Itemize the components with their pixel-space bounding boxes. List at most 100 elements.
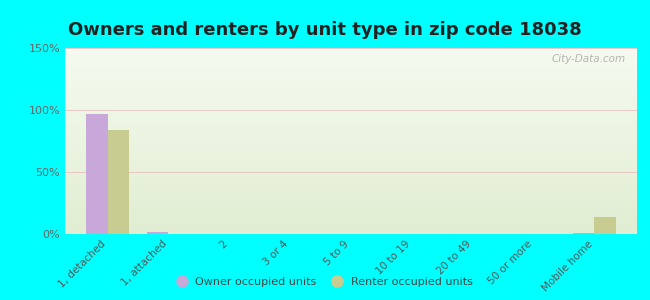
Bar (65, 87, 637, 89)
Bar (65, 119, 637, 121)
Bar (65, 180, 637, 182)
Bar (65, 228, 637, 230)
Bar (65, 115, 637, 117)
Bar (65, 230, 637, 232)
Bar (65, 141, 637, 143)
Bar (65, 117, 637, 119)
Bar (65, 160, 637, 161)
Bar (65, 204, 637, 206)
Bar (65, 78, 637, 80)
Bar (65, 98, 637, 100)
Bar (65, 175, 637, 176)
Bar (65, 82, 637, 83)
Bar (594, 217, 616, 234)
Bar (65, 56, 637, 57)
Bar (65, 226, 637, 228)
Bar (65, 67, 637, 68)
Bar (65, 76, 637, 78)
Bar (65, 52, 637, 54)
Bar (65, 217, 637, 219)
Bar (65, 106, 637, 107)
Bar (65, 113, 637, 115)
Bar (65, 104, 637, 106)
Bar (65, 176, 637, 178)
Bar (65, 63, 637, 65)
Bar (65, 184, 637, 186)
Legend: Owner occupied units, Renter occupied units: Owner occupied units, Renter occupied un… (173, 272, 477, 291)
Bar (65, 102, 637, 104)
Bar (65, 147, 637, 148)
Bar (108, 130, 129, 234)
Bar (65, 156, 637, 158)
Bar (65, 152, 637, 154)
Bar (65, 57, 637, 59)
Bar (65, 212, 637, 214)
Bar (65, 154, 637, 156)
Bar (65, 178, 637, 180)
Bar (65, 225, 637, 226)
Bar (65, 110, 637, 111)
Bar (65, 191, 637, 193)
Bar (573, 233, 594, 234)
Bar (65, 143, 637, 145)
Bar (65, 193, 637, 195)
Bar (65, 130, 637, 132)
Bar (65, 121, 637, 122)
Text: City-Data.com: City-Data.com (551, 54, 625, 64)
Bar (65, 93, 637, 94)
Bar (65, 165, 637, 167)
Bar (65, 135, 637, 137)
Bar (65, 232, 637, 234)
Bar (65, 91, 637, 93)
Bar (65, 94, 637, 96)
Bar (86, 114, 108, 234)
Bar (65, 148, 637, 150)
Bar (65, 68, 637, 70)
Bar (65, 206, 637, 208)
Bar (65, 169, 637, 171)
Bar (65, 96, 637, 98)
Bar (65, 137, 637, 139)
Bar (65, 202, 637, 204)
Bar (65, 107, 637, 110)
Bar (65, 214, 637, 215)
Bar (65, 74, 637, 76)
Bar (65, 134, 637, 135)
Bar (65, 128, 637, 130)
Bar (65, 65, 637, 67)
Bar (65, 54, 637, 56)
Bar (65, 219, 637, 221)
Bar (65, 186, 637, 188)
Bar (65, 208, 637, 210)
Bar (65, 158, 637, 160)
Bar (65, 80, 637, 82)
Bar (65, 122, 637, 124)
Bar (65, 124, 637, 126)
Bar (65, 50, 637, 52)
Bar (65, 72, 637, 74)
Bar (147, 232, 168, 234)
Bar (65, 150, 637, 152)
Bar (65, 111, 637, 113)
Bar (65, 85, 637, 87)
Bar (65, 145, 637, 147)
Bar (65, 200, 637, 202)
Bar (65, 61, 637, 63)
Bar (65, 221, 637, 223)
Bar (65, 195, 637, 197)
Bar (65, 100, 637, 102)
Bar (65, 48, 637, 50)
Bar (65, 132, 637, 134)
Bar (65, 223, 637, 225)
Bar (65, 199, 637, 200)
Bar (65, 139, 637, 141)
Bar (65, 59, 637, 61)
Bar (65, 171, 637, 172)
Bar (65, 197, 637, 199)
Bar (65, 89, 637, 91)
Bar (65, 70, 637, 72)
Bar (65, 163, 637, 165)
Bar (65, 210, 637, 212)
Bar (65, 161, 637, 163)
Bar (65, 167, 637, 169)
